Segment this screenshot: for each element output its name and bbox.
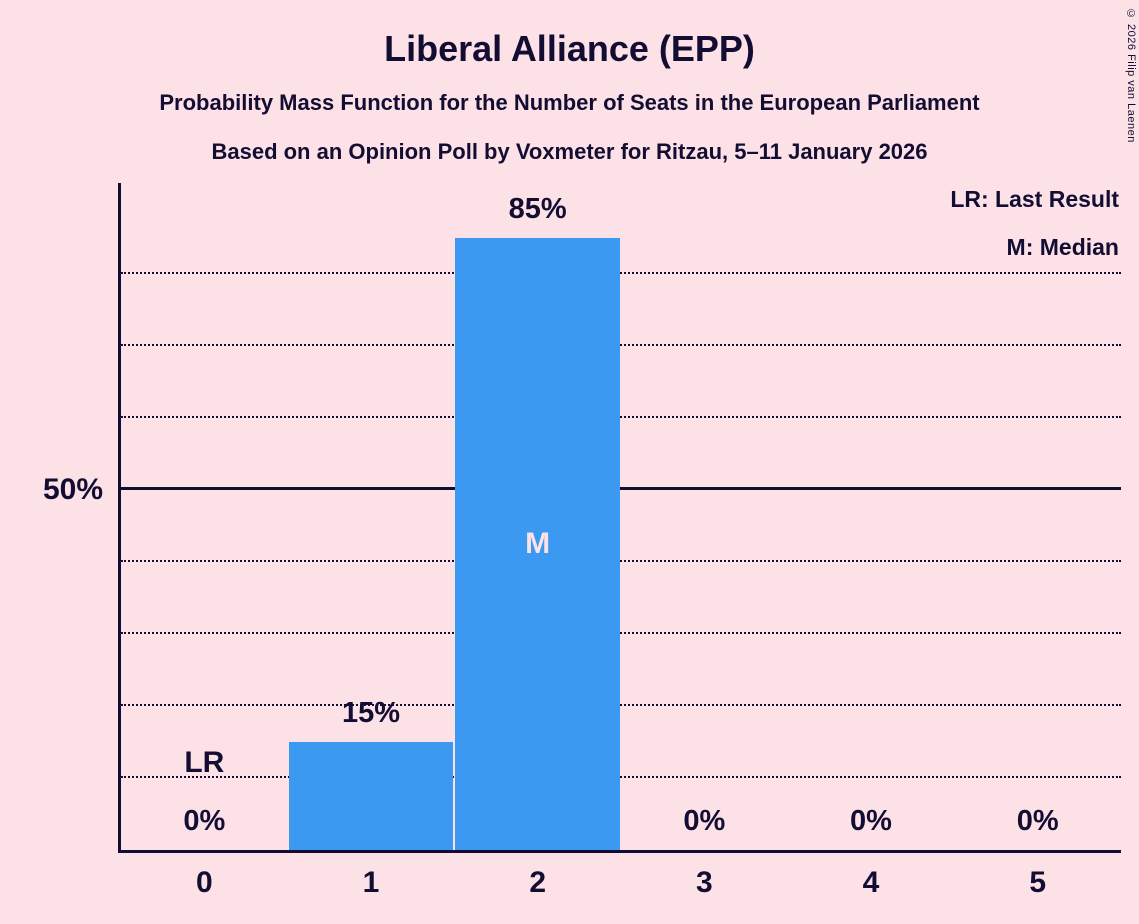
copyright-notice: © 2026 Filip van Laenen: [1125, 8, 1137, 143]
value-label-seats-0: 0%: [183, 805, 226, 837]
gridline-20-percent: [121, 703, 1121, 706]
chart-subtitle-line2: Based on an Opinion Poll by Voxmeter for…: [211, 139, 928, 164]
bar-seats-2: [455, 237, 620, 850]
value-label-seats-5: 0%: [1016, 805, 1059, 837]
legend-median: M: Median: [1006, 234, 1119, 260]
x-tick-label-2: 2: [529, 866, 546, 899]
gridline-80-percent: [121, 271, 1121, 274]
bar-seats-1: [288, 741, 454, 850]
x-tick-label-1: 1: [362, 866, 380, 899]
x-tick-label-4: 4: [862, 866, 880, 899]
plot-area: 0% 15% 85% 0% 0% 0% M LR: [118, 183, 1121, 853]
gridline-60-percent: [121, 415, 1121, 418]
gridline-40-percent: [121, 559, 1121, 562]
value-label-seats-2: 85%: [508, 192, 567, 225]
chart-title: Liberal Alliance (EPP): [384, 28, 755, 69]
x-tick-label-3: 3: [695, 866, 713, 899]
value-label-seats-4: 0%: [850, 805, 892, 837]
gridline-30-percent: [121, 631, 1121, 634]
gridline-50-percent-solid: [121, 486, 1121, 490]
last-result-marker: LR: [184, 746, 225, 779]
x-axis-tick-labels: 0 1 2 3 4 5: [121, 868, 1121, 908]
gridline-70-percent: [121, 343, 1121, 346]
median-marker: M: [525, 526, 551, 560]
legend-last-result: LR: Last Result: [950, 186, 1119, 212]
y-axis-50-percent-label: 50%: [42, 473, 103, 506]
x-tick-label-0: 0: [195, 866, 213, 899]
gridline-10-percent: [121, 775, 1121, 778]
value-label-seats-1: 15%: [341, 696, 400, 729]
x-tick-label-5: 5: [1029, 866, 1046, 899]
value-label-seats-3: 0%: [683, 805, 726, 837]
chart-subtitle-line1: Probability Mass Function for the Number…: [159, 90, 980, 115]
